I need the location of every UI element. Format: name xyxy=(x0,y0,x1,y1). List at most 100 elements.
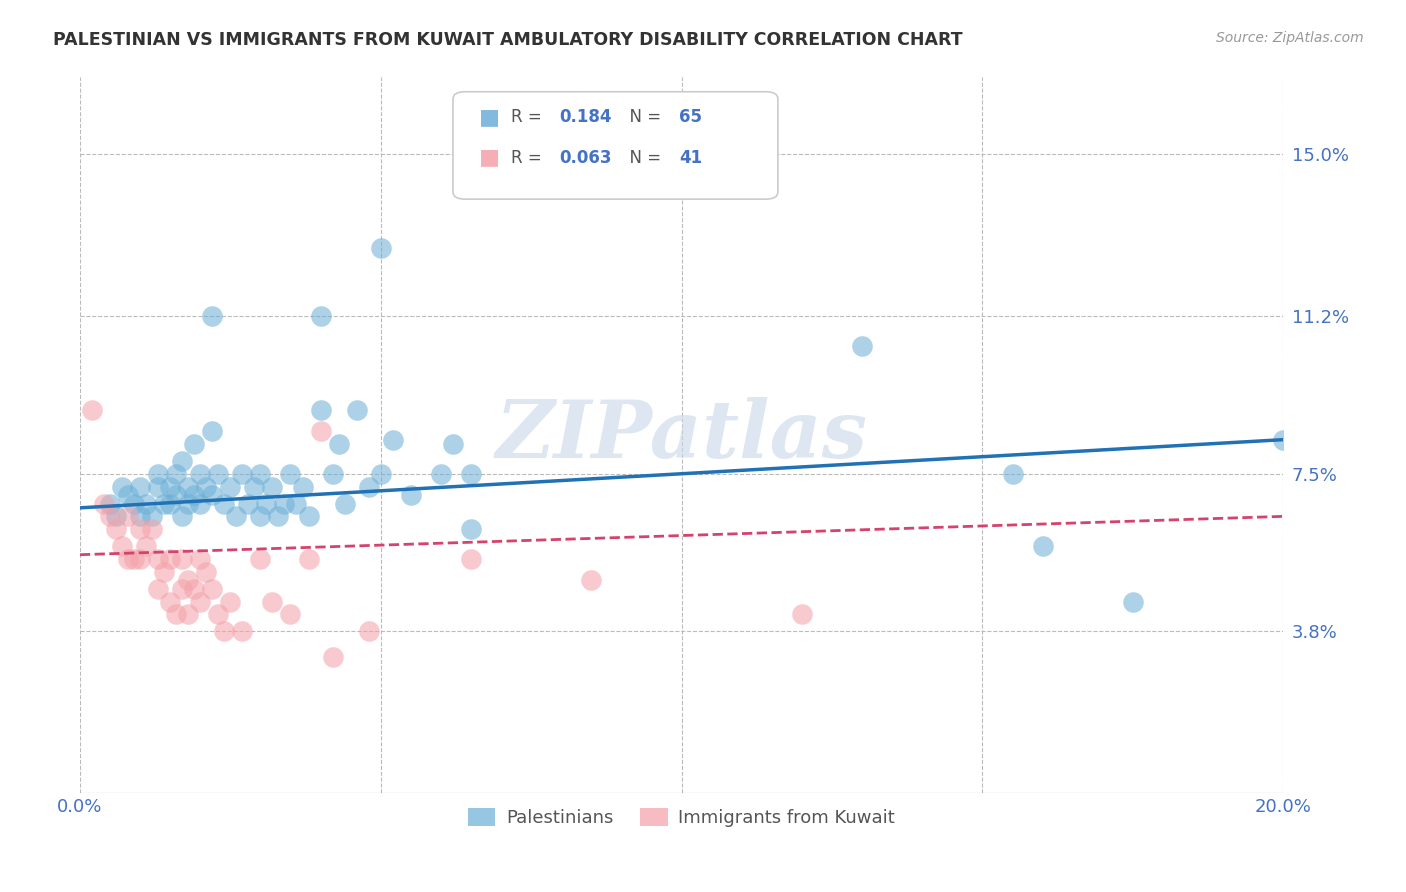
Point xyxy=(188,552,211,566)
Point xyxy=(183,488,205,502)
Point xyxy=(231,467,253,481)
Point xyxy=(262,479,284,493)
Point xyxy=(333,497,356,511)
Text: 41: 41 xyxy=(679,149,703,167)
Point xyxy=(153,565,176,579)
Point xyxy=(357,479,380,493)
Point xyxy=(111,479,134,493)
Point xyxy=(129,522,152,536)
Point xyxy=(309,424,332,438)
Point xyxy=(104,522,127,536)
Point xyxy=(381,433,404,447)
Point xyxy=(135,497,157,511)
Point xyxy=(165,467,187,481)
Point xyxy=(297,509,319,524)
Point xyxy=(219,479,242,493)
Text: N =: N = xyxy=(619,149,666,167)
Point xyxy=(122,497,145,511)
Point xyxy=(225,509,247,524)
Point xyxy=(370,467,392,481)
Point xyxy=(80,402,103,417)
Point xyxy=(98,509,121,524)
Point xyxy=(177,574,200,588)
Point xyxy=(172,509,194,524)
Point xyxy=(430,467,453,481)
Point xyxy=(146,552,169,566)
Point xyxy=(159,479,181,493)
Point xyxy=(262,594,284,608)
Point xyxy=(172,582,194,596)
Point xyxy=(188,594,211,608)
Text: 0.184: 0.184 xyxy=(558,108,612,126)
Point xyxy=(460,552,482,566)
Point xyxy=(309,309,332,323)
Text: Source: ZipAtlas.com: Source: ZipAtlas.com xyxy=(1216,31,1364,45)
Point xyxy=(117,509,139,524)
Point xyxy=(111,539,134,553)
FancyBboxPatch shape xyxy=(453,92,778,199)
Point xyxy=(441,437,464,451)
Point xyxy=(117,552,139,566)
Point xyxy=(357,624,380,639)
Point xyxy=(159,552,181,566)
Point xyxy=(141,522,163,536)
Point xyxy=(195,565,218,579)
Point xyxy=(188,497,211,511)
Point xyxy=(165,607,187,622)
Point xyxy=(93,497,115,511)
Point xyxy=(297,552,319,566)
Point xyxy=(183,437,205,451)
Point xyxy=(249,552,271,566)
Point xyxy=(322,467,344,481)
Point xyxy=(195,479,218,493)
Point xyxy=(177,479,200,493)
Point xyxy=(254,497,277,511)
Point xyxy=(129,552,152,566)
Point xyxy=(172,454,194,468)
Point xyxy=(249,467,271,481)
Point xyxy=(267,509,290,524)
Point xyxy=(201,424,224,438)
Point xyxy=(146,479,169,493)
Point xyxy=(370,241,392,255)
Point xyxy=(146,467,169,481)
Point xyxy=(122,552,145,566)
Text: PALESTINIAN VS IMMIGRANTS FROM KUWAIT AMBULATORY DISABILITY CORRELATION CHART: PALESTINIAN VS IMMIGRANTS FROM KUWAIT AM… xyxy=(53,31,963,49)
Point xyxy=(1001,467,1024,481)
Point xyxy=(159,594,181,608)
Point xyxy=(201,309,224,323)
Point xyxy=(183,582,205,596)
Point xyxy=(141,509,163,524)
Text: ZIPatlas: ZIPatlas xyxy=(495,397,868,475)
Point xyxy=(328,437,350,451)
Point xyxy=(172,552,194,566)
Point xyxy=(207,607,229,622)
Point xyxy=(219,594,242,608)
Point xyxy=(460,467,482,481)
Point xyxy=(243,479,266,493)
Point xyxy=(399,488,422,502)
Point xyxy=(117,488,139,502)
Text: ■: ■ xyxy=(479,147,501,168)
Point xyxy=(1032,539,1054,553)
Text: R =: R = xyxy=(510,149,547,167)
Text: N =: N = xyxy=(619,108,666,126)
Point xyxy=(285,497,308,511)
Point xyxy=(280,607,302,622)
Point xyxy=(273,497,295,511)
Point xyxy=(177,497,200,511)
Point xyxy=(851,339,873,353)
Text: ■: ■ xyxy=(479,107,501,127)
Point xyxy=(207,467,229,481)
Point xyxy=(790,607,813,622)
Point xyxy=(238,497,260,511)
Point xyxy=(188,467,211,481)
Point xyxy=(129,479,152,493)
Point xyxy=(153,497,176,511)
Point xyxy=(177,607,200,622)
Text: 65: 65 xyxy=(679,108,702,126)
Point xyxy=(214,624,236,639)
Point xyxy=(214,497,236,511)
Text: 0.063: 0.063 xyxy=(558,149,612,167)
Point xyxy=(1122,594,1144,608)
